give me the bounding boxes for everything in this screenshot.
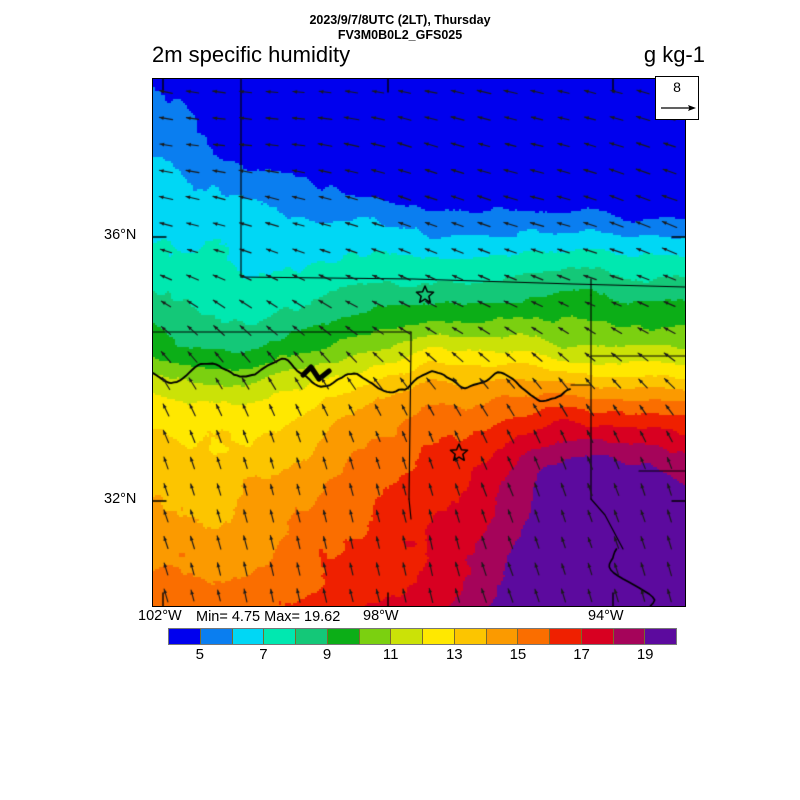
colorbar-segment-3 (264, 629, 296, 644)
colorbar-segment-15 (645, 629, 676, 644)
map-plot-area (152, 78, 686, 607)
min-max-stats: Min= 4.75 Max= 19.62 (196, 609, 341, 625)
colorbar-tick-3: 11 (382, 646, 399, 663)
colorbar-tick-6: 17 (573, 646, 590, 663)
colorbar-tick-4: 13 (445, 646, 463, 663)
lon-tick-label-1: 98°W (363, 608, 399, 624)
colorbar-segment-13 (581, 629, 614, 644)
model-id-header: FV3M0B0L2_GFS025 (337, 28, 463, 42)
lon-tick-label-2: 94°W (588, 608, 624, 624)
wind-vector-key-value: 8 (673, 79, 681, 95)
lat-tick-label-0: 36°N (104, 227, 137, 243)
colorbar-segment-5 (327, 629, 360, 644)
units-label: g kg-1 (643, 42, 705, 67)
colorbar-tick-labels: 5 7 9 11 13 15 17 19 (168, 646, 677, 666)
arrow-right-icon (661, 105, 696, 111)
colorbar-segment-0 (169, 629, 201, 644)
colorbar-tick-7: 19 (636, 646, 654, 663)
page-title: 2m specific humidity (152, 42, 351, 67)
colorbar-segment-14 (613, 629, 646, 644)
lon-tick-label-0: 102°W (138, 608, 182, 624)
colorbar-segment-10 (486, 629, 519, 644)
colorbar-segment-12 (550, 629, 582, 644)
wind-vector-key: 8 (655, 76, 699, 120)
colorbar-segment-2 (232, 629, 265, 644)
colorbar (168, 628, 677, 645)
colorbar-segment-7 (391, 629, 423, 644)
valid-time-header: 2023/9/7/8UTC (2LT), Thursday (309, 13, 491, 27)
humidity-field-canvas (153, 79, 685, 606)
colorbar-segment-11 (518, 629, 550, 644)
colorbar-tick-2: 9 (322, 646, 332, 663)
colorbar-segment-1 (200, 629, 233, 644)
colorbar-segment-4 (296, 629, 328, 644)
colorbar-tick-5: 15 (509, 646, 527, 663)
colorbar-tick-1: 7 (259, 646, 268, 663)
colorbar-tick-0: 5 (195, 646, 204, 663)
colorbar-segment-9 (454, 629, 487, 644)
lat-tick-label-1: 32°N (104, 491, 137, 507)
colorbar-segment-8 (423, 629, 455, 644)
colorbar-segment-6 (359, 629, 392, 644)
